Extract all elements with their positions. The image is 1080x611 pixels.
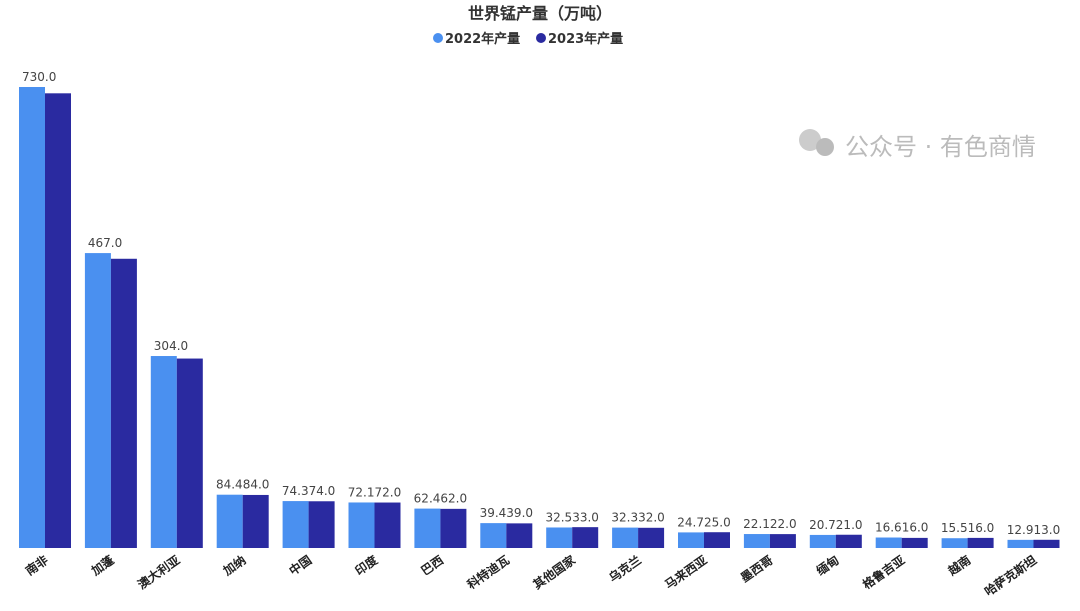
- data-label: 72.1: [348, 485, 375, 499]
- data-label: 304.0: [154, 339, 188, 353]
- data-label: 15.5: [941, 521, 968, 535]
- data-label: 20.7: [809, 518, 836, 532]
- category-label: 巴西: [418, 553, 446, 578]
- bar: [414, 508, 441, 548]
- bar: [19, 87, 45, 548]
- bar: [45, 93, 71, 549]
- bar: [809, 534, 836, 548]
- category-label: 澳大利亚: [135, 552, 183, 592]
- legend: 2022年产量 2023年产量: [433, 31, 623, 47]
- legend-label[interactable]: 2023年产量: [548, 31, 623, 47]
- bar: [546, 527, 573, 548]
- data-label: 39.0: [506, 506, 533, 520]
- bar: [638, 527, 665, 548]
- bar: [506, 523, 533, 548]
- data-label: 32.3: [611, 511, 638, 525]
- category-label: 印度: [352, 552, 381, 579]
- bar: [176, 358, 203, 548]
- data-label: 24.7: [677, 515, 704, 529]
- category-label: 马来西亚: [662, 552, 710, 592]
- bar: [1033, 539, 1060, 548]
- bar: [612, 527, 639, 548]
- data-label: 730.0: [22, 70, 56, 84]
- data-label: 72.0: [375, 485, 402, 499]
- category-label: 缅甸: [813, 552, 841, 578]
- category-label: 加纳: [219, 552, 248, 579]
- bar: [150, 356, 177, 548]
- watermark: 公众号 · 有色商情: [799, 129, 1036, 161]
- bar: [941, 538, 968, 548]
- data-label: 16.0: [968, 521, 995, 535]
- category-label: 墨西哥: [738, 553, 776, 585]
- data-label: 22.1: [743, 517, 770, 531]
- data-label: 84.0: [243, 478, 270, 492]
- data-label: 16.6: [875, 521, 902, 535]
- bar: [875, 537, 902, 548]
- data-label: 25.0: [704, 515, 731, 529]
- bar: [480, 523, 507, 548]
- watermark-text: 公众号 · 有色商情: [845, 133, 1036, 161]
- category-label: 中国: [286, 552, 314, 578]
- bar: [704, 532, 730, 548]
- data-label: 74.0: [309, 484, 336, 498]
- legend-label[interactable]: 2022年产量: [445, 31, 520, 47]
- chart-title: 世界锰产量（万吨）: [468, 4, 612, 23]
- bar: [110, 258, 137, 548]
- bar: [216, 494, 243, 548]
- category-label: 科特迪瓦: [464, 552, 512, 592]
- data-label: 62.4: [414, 492, 441, 506]
- data-label: 39.4: [480, 506, 507, 520]
- category-label: 其他国家: [530, 552, 579, 592]
- data-label: 22.0: [770, 517, 797, 531]
- category-label: 乌克兰: [606, 552, 644, 585]
- wechat-icon: [799, 129, 821, 151]
- bar: [440, 508, 467, 548]
- category-label: 加蓬: [88, 552, 118, 579]
- data-label: 62.0: [440, 492, 467, 506]
- category-label: 哈萨克斯坦: [981, 552, 1039, 599]
- data-label: 12.9: [1007, 523, 1034, 537]
- data-label: 32.5: [545, 510, 572, 524]
- bar: [374, 502, 401, 548]
- bar: [348, 502, 375, 548]
- bar: [967, 537, 994, 548]
- bar: [84, 253, 111, 548]
- data-label: 32.0: [638, 511, 665, 525]
- bar: [1007, 539, 1034, 548]
- bar: [308, 501, 335, 548]
- bar: [282, 501, 309, 548]
- bar: [901, 537, 928, 548]
- category-label: 南非: [22, 552, 50, 578]
- category-label: 越南: [944, 552, 973, 579]
- legend-swatch: [433, 33, 443, 43]
- bar: [678, 532, 704, 548]
- bar: [242, 494, 269, 548]
- data-label: 21.0: [836, 518, 863, 532]
- bar: [835, 534, 862, 548]
- data-label: 84.4: [216, 478, 243, 492]
- wechat-icon-bubble: [816, 138, 834, 156]
- legend-swatch: [536, 33, 546, 43]
- data-label: 33.0: [572, 510, 599, 524]
- category-label: 格鲁吉亚: [859, 552, 907, 592]
- bar: [743, 534, 770, 548]
- bar: [572, 527, 599, 548]
- data-label: 16.0: [902, 521, 929, 535]
- data-label: 467.0: [88, 236, 122, 250]
- data-label: 74.3: [282, 484, 309, 498]
- bar: [769, 534, 796, 548]
- data-label: 13.0: [1034, 523, 1061, 537]
